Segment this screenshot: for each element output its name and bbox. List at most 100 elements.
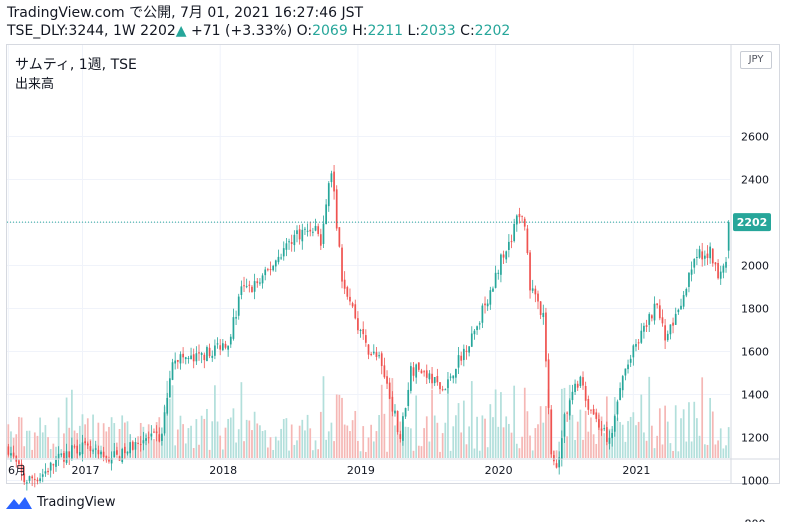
volume-bar [518,448,521,458]
candle-body [494,272,497,288]
candle-body [489,290,492,305]
candle-body [375,352,378,357]
volume-bar [484,418,486,458]
volume-bar [645,440,648,458]
volume-bar [462,400,465,458]
candle-body [285,243,288,250]
candle-body [253,281,256,292]
volume-bar [725,445,727,458]
candle-body [354,304,357,319]
volume-bar [274,436,277,458]
volume-bar [137,436,139,458]
volume-bar [296,440,298,458]
candle-body [277,256,280,263]
volume-bar [57,417,60,458]
x-axis: 6月 2017 2018 2019 2020 2021 [7,458,780,477]
candle-body [256,281,259,284]
candle-body [137,442,139,444]
candle-body [243,285,245,287]
candle-body [94,448,97,450]
volume-bar [391,378,394,458]
candle-body [584,385,587,401]
candle-body [415,364,418,378]
candle-body [108,459,110,462]
candle-body [47,470,49,473]
candle-body [330,173,333,183]
ohlc-summary: TSE_DLY:3244, 1W 2202▲ +71 (+3.33%) O:20… [7,23,510,40]
volume-bar [629,416,632,458]
low-value: 2033 [420,23,456,39]
volume-bar [486,447,489,458]
candle-body [39,478,41,482]
candle-body [298,229,301,240]
candle-body [86,443,89,446]
candle-body [439,382,441,390]
candle-body [219,345,222,350]
candle-body [452,375,455,379]
candle-body [492,288,494,292]
currency-button[interactable]: JPY [740,51,772,69]
volume-bar [288,450,290,458]
candle-body [404,408,407,417]
volume-bar [505,416,508,458]
volume-bar [473,448,476,458]
candle-body [666,333,669,341]
chart-frame[interactable] [6,44,780,484]
candle-body [510,241,513,243]
x-tick-label: 2019 [347,464,375,477]
candle-body [383,365,386,378]
candle-body [57,453,60,459]
candle-body [582,377,584,386]
volume-bar [357,440,359,458]
candle-body [407,389,410,407]
candle-body [693,258,696,268]
volume-bar [86,418,89,458]
candle-body [579,376,582,386]
volume-bar [372,441,375,458]
candle-body [505,251,508,260]
candle-body [714,262,717,265]
candle-body [36,479,39,482]
volume-bar [73,430,76,458]
candle-body [121,448,124,463]
candle-body [468,346,470,353]
candle-body [624,368,627,376]
volume-bar [290,424,293,458]
volume-bar [696,418,698,458]
y-tick-label: 2600 [741,131,769,144]
volume-bar [709,397,711,458]
candle-body [322,223,325,244]
volume-bar [251,430,253,458]
candle-body [182,353,184,358]
y-tick-label: 2000 [741,260,769,273]
candle-body [378,355,380,357]
candle-body [539,301,542,315]
volume-bar [447,386,449,458]
candle-body [632,345,635,358]
volume-bar [97,422,100,458]
candle-body [282,248,285,257]
candle-body [537,293,539,302]
volume-bar [515,443,518,458]
candle-body [314,225,317,231]
candle-body [566,412,568,414]
candle-body [515,215,518,225]
candle-body [245,286,248,288]
volume-bar [341,397,343,458]
volume-bar [68,427,71,458]
candle-body [187,357,190,359]
volume-bar [603,433,606,458]
volume-bar [229,417,232,458]
volume-bar [364,451,367,458]
volume-bar [150,433,153,458]
candle-body [131,441,134,450]
volume-bar [102,423,105,458]
candle-body [703,255,706,259]
volume-bar [206,408,208,458]
volume-bar [574,439,576,458]
candle-body [560,438,563,460]
candle-body [28,476,31,481]
candle-body [436,376,439,383]
candle-body [547,359,550,408]
